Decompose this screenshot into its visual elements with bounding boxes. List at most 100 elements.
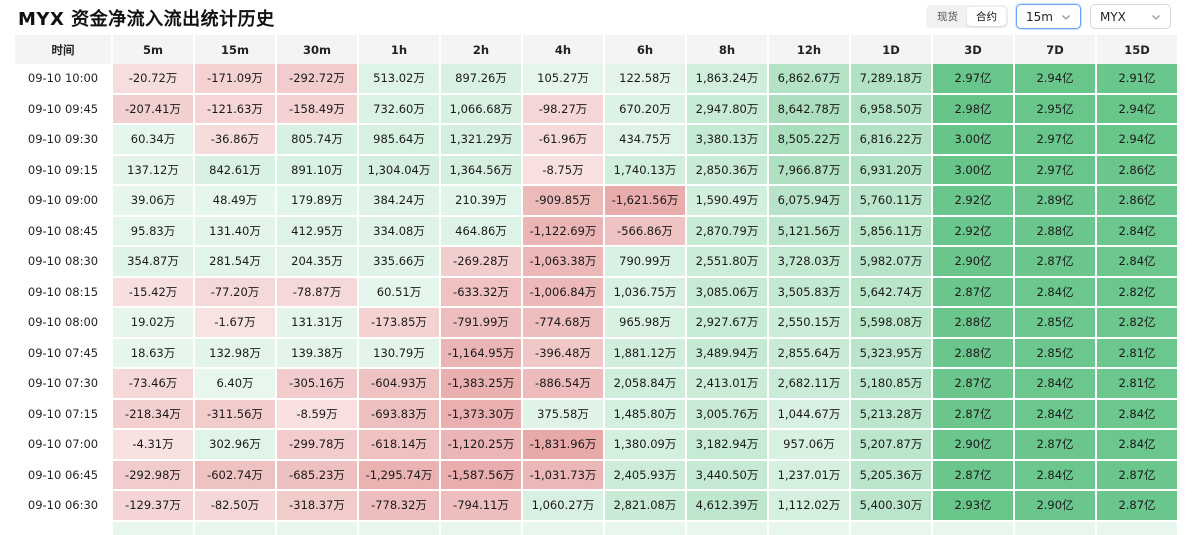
row-time: 09-10 07:15 <box>15 399 111 430</box>
netflow-cell <box>277 521 357 535</box>
netflow-cell: 2.94亿 <box>1097 125 1177 156</box>
row-time <box>15 521 111 535</box>
netflow-cell: 5,323.95万 <box>851 338 931 369</box>
column-header: 3D <box>933 35 1013 64</box>
netflow-cell: 2.87亿 <box>933 369 1013 400</box>
netflow-cell: 1,036.75万 <box>605 277 685 308</box>
row-time: 09-10 08:45 <box>15 216 111 247</box>
table-row: 09-10 09:15 137.12万 842.61万 891.10万 1,304.04… <box>15 155 1177 186</box>
table-row: 09-10 09:30 60.34万 -36.86万 805.74万 985.64万 1,… <box>15 125 1177 156</box>
netflow-cell: 18.63万 <box>113 338 193 369</box>
row-time: 09-10 09:30 <box>15 125 111 156</box>
column-header: 8h <box>687 35 767 64</box>
netflow-cell: 60.51万 <box>359 277 439 308</box>
netflow-cell: -77.20万 <box>195 277 275 308</box>
table-row: 09-10 06:30 -129.37万 -82.50万 -318.37万 -778.3… <box>15 491 1177 522</box>
netflow-cell: 4,612.39万 <box>687 491 767 522</box>
netflow-cell: 2,058.84万 <box>605 369 685 400</box>
column-header: 30m <box>277 35 357 64</box>
netflow-cell: 2.84亿 <box>1097 247 1177 278</box>
netflow-cell: 130.79万 <box>359 338 439 369</box>
netflow-cell: 2.97亿 <box>1015 155 1095 186</box>
netflow-cell: 2.98亿 <box>933 94 1013 125</box>
netflow-cell: 19.02万 <box>113 308 193 339</box>
netflow-cell: 2.85亿 <box>1015 338 1095 369</box>
netflow-cell: -693.83万 <box>359 399 439 430</box>
netflow-cell: 2.92亿 <box>933 186 1013 217</box>
netflow-cell: -909.85万 <box>523 186 603 217</box>
netflow-cell: -1,063.38万 <box>523 247 603 278</box>
netflow-cell: 1,304.04万 <box>359 155 439 186</box>
netflow-cell: -129.37万 <box>113 491 193 522</box>
netflow-cell: 2.87亿 <box>1097 491 1177 522</box>
netflow-cell: -1,295.74万 <box>359 460 439 491</box>
row-time: 09-10 08:30 <box>15 247 111 278</box>
netflow-cell: -791.99万 <box>441 308 521 339</box>
netflow-cell: 2.93亿 <box>933 491 1013 522</box>
netflow-cell: 2.87亿 <box>933 399 1013 430</box>
netflow-cell: 1,066.68万 <box>441 94 521 125</box>
netflow-cell: 2.84亿 <box>1097 216 1177 247</box>
netflow-cell: -299.78万 <box>277 430 357 461</box>
netflow-cell: 6,816.22万 <box>851 125 931 156</box>
netflow-cell: 8,642.78万 <box>769 94 849 125</box>
row-time: 09-10 07:45 <box>15 338 111 369</box>
netflow-cell: 3,505.83万 <box>769 277 849 308</box>
table-row: 09-10 07:45 18.63万 132.98万 139.38万 130.79万 -1… <box>15 338 1177 369</box>
netflow-cell: 335.66万 <box>359 247 439 278</box>
netflow-cell: -1.67万 <box>195 308 275 339</box>
netflow-cell <box>1015 521 1095 535</box>
row-time: 09-10 07:30 <box>15 369 111 400</box>
netflow-cell: 5,180.85万 <box>851 369 931 400</box>
table-row: 09-10 09:00 39.06万 48.49万 179.89万 384.24万 210… <box>15 186 1177 217</box>
netflow-cell: 1,863.24万 <box>687 64 767 95</box>
netflow-cell: 2.82亿 <box>1097 308 1177 339</box>
interval-select[interactable]: 15m <box>1016 4 1081 29</box>
netflow-cell: -173.85万 <box>359 308 439 339</box>
netflow-cell <box>195 521 275 535</box>
netflow-cell: -158.49万 <box>277 94 357 125</box>
netflow-cell: 281.54万 <box>195 247 275 278</box>
netflow-cell: 1,380.09万 <box>605 430 685 461</box>
chevron-down-icon <box>1150 11 1162 23</box>
netflow-cell: 302.96万 <box>195 430 275 461</box>
netflow-cell: -618.14万 <box>359 430 439 461</box>
netflow-cell: 2.90亿 <box>1015 491 1095 522</box>
netflow-cell: 2.84亿 <box>1015 277 1095 308</box>
netflow-cell: 897.26万 <box>441 64 521 95</box>
netflow-cell: 5,642.74万 <box>851 277 931 308</box>
netflow-cell: -604.93万 <box>359 369 439 400</box>
netflow-cell: -292.72万 <box>277 64 357 95</box>
spot-tab[interactable]: 现货 <box>937 11 958 23</box>
column-header: 1D <box>851 35 931 64</box>
netflow-cell: -171.09万 <box>195 64 275 95</box>
netflow-cell: 2.87亿 <box>933 277 1013 308</box>
netflow-cell: 2,870.79万 <box>687 216 767 247</box>
column-header: 15D <box>1097 35 1177 64</box>
netflow-cell <box>441 521 521 535</box>
netflow-cell: 131.40万 <box>195 216 275 247</box>
netflow-cell: 2,405.93万 <box>605 460 685 491</box>
netflow-cell: 6,862.67万 <box>769 64 849 95</box>
futures-tab[interactable]: 合约 <box>967 7 1006 26</box>
netflow-cell: 2,947.80万 <box>687 94 767 125</box>
chevron-down-icon <box>1060 11 1072 23</box>
netflow-cell: -602.74万 <box>195 460 275 491</box>
netflow-cell: -1,621.56万 <box>605 186 685 217</box>
column-header: 6h <box>605 35 685 64</box>
netflow-cell: 2,550.15万 <box>769 308 849 339</box>
row-time: 09-10 08:00 <box>15 308 111 339</box>
netflow-cell <box>687 521 767 535</box>
market-type-segment: 现货 合约 <box>926 5 1008 28</box>
table-row: 09-10 07:00 -4.31万 302.96万 -299.78万 -618.14万… <box>15 430 1177 461</box>
netflow-cell: -1,587.56万 <box>441 460 521 491</box>
column-header: 5m <box>113 35 193 64</box>
row-time: 09-10 07:00 <box>15 430 111 461</box>
table-row: 09-10 09:45 -207.41万 -121.63万 -158.49万 732.6… <box>15 94 1177 125</box>
netflow-cell <box>1097 521 1177 535</box>
netflow-cell: 1,044.67万 <box>769 399 849 430</box>
netflow-cell <box>769 521 849 535</box>
netflow-cell: 5,760.11万 <box>851 186 931 217</box>
coin-select[interactable]: MYX <box>1090 4 1171 29</box>
netflow-cell: -20.72万 <box>113 64 193 95</box>
